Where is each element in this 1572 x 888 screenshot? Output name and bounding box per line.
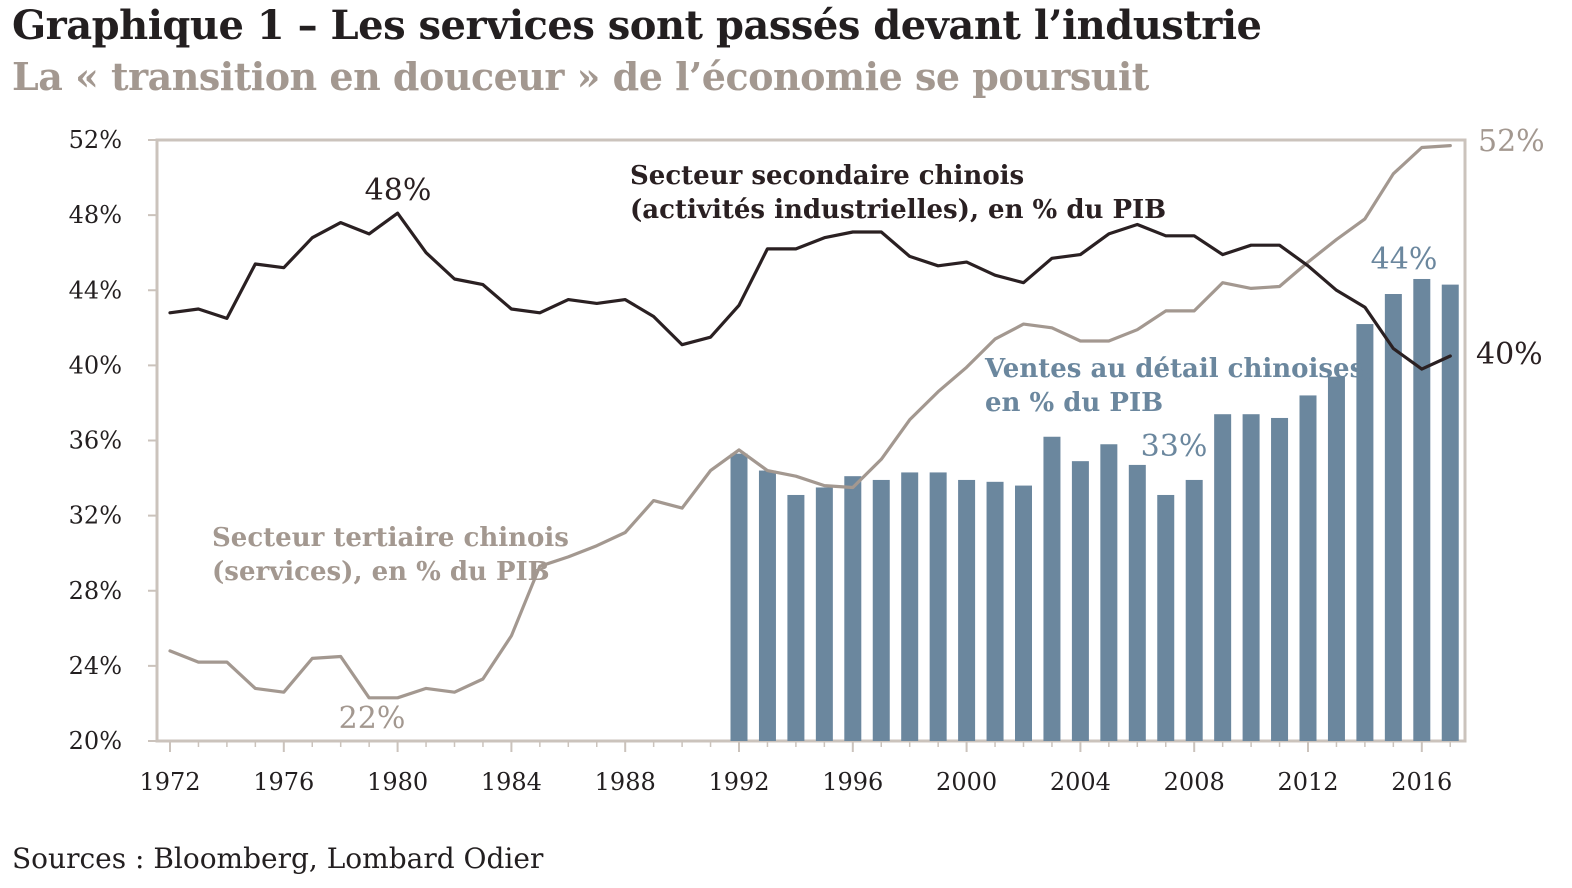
retail-bar: [1015, 485, 1032, 741]
retail-bar: [1043, 436, 1061, 741]
y-tick-label: 48%: [69, 201, 122, 229]
chart-subtitle: La « transition en douceur » de l’économ…: [12, 54, 1149, 99]
chart-title: Graphique 1 – Les services sont passés d…: [12, 2, 1262, 49]
retail-bar: [986, 481, 1004, 741]
value-label-ret_2016: 44%: [1371, 242, 1438, 277]
y-tick-label: 52%: [69, 126, 122, 154]
x-tick-label: 1988: [595, 768, 656, 796]
retail-bar: [1441, 284, 1459, 741]
y-tick-label: 36%: [69, 427, 122, 455]
retail-bar: [1185, 479, 1203, 741]
x-axis: 1972 1976 1980 1984 1988 1992 1996 2000 2004 2008…: [139, 741, 1452, 796]
retail-bar: [1242, 414, 1260, 741]
source-note: Sources : Bloomberg, Lombard Odier: [12, 842, 544, 875]
value-label-ter_end: 52%: [1478, 124, 1545, 159]
retail-bar: [1384, 294, 1402, 741]
x-tick-label: 2008: [1164, 768, 1225, 796]
y-tick-label: 32%: [69, 502, 122, 530]
y-tick-label: 28%: [69, 577, 122, 605]
retail-bar: [1100, 444, 1118, 741]
secondary-series-label: Secteur secondaire chinois (activités ind…: [630, 161, 1166, 225]
plot-frame: [155, 138, 1467, 743]
x-tick-label: 2012: [1277, 768, 1338, 796]
y-axis: 20% 24% 28% 32% 36% 40% 44% 48% 52%: [69, 126, 157, 755]
x-tick-label: 1980: [367, 768, 428, 796]
secondary-series-label-line: Secteur secondaire chinois: [630, 161, 1024, 191]
y-tick-label: 44%: [69, 276, 122, 304]
tertiary-series-label-line: (services), en % du PIB: [212, 557, 550, 587]
x-tick-label: 2000: [936, 768, 997, 796]
x-tick-label: 1996: [822, 768, 883, 796]
value-label-sec_end: 40%: [1476, 337, 1543, 372]
retail-series-label-line: en % du PIB: [985, 388, 1163, 418]
x-tick-label: 2016: [1391, 768, 1452, 796]
retail-bar: [787, 494, 805, 741]
x-tick-label: 1992: [708, 768, 769, 796]
tertiary-line: [168, 144, 1452, 700]
retail-bars: [730, 278, 1459, 741]
tertiary-series-label: Secteur tertiaire chinois (services), en …: [212, 523, 569, 587]
x-tick-label: 1972: [139, 768, 200, 796]
retail-bar: [901, 472, 919, 741]
retail-bar: [1413, 278, 1431, 741]
retail-bar: [872, 479, 890, 741]
retail-bar: [1157, 494, 1175, 741]
value-label-ter_low: 22%: [339, 701, 406, 736]
retail-bar: [730, 453, 748, 741]
retail-bar: [1071, 461, 1089, 741]
retail-bar: [758, 470, 776, 741]
secondary-line: [168, 211, 1452, 371]
x-tick-label: 2004: [1050, 768, 1111, 796]
value-label-ret_2007: 33%: [1141, 429, 1208, 464]
x-tick-label: 1976: [253, 768, 314, 796]
secondary-series-label-line: (activités industrielles), en % du PIB: [630, 195, 1166, 225]
retail-series-label-line: Ventes au détail chinoises,: [984, 354, 1373, 384]
retail-bar: [1271, 417, 1289, 741]
retail-bar: [929, 472, 947, 741]
retail-bar: [958, 479, 976, 741]
retail-bar: [1327, 376, 1345, 741]
tertiary-series-label-line: Secteur tertiaire chinois: [212, 523, 569, 553]
x-tick-label: 1984: [481, 768, 542, 796]
y-tick-label: 24%: [69, 652, 122, 680]
retail-bar: [1128, 464, 1146, 741]
retail-series-label: Ventes au détail chinoises, en % du PIB: [984, 354, 1373, 418]
retail-bar: [1299, 395, 1317, 741]
annotations: Secteur secondaire chinois (activités ind…: [212, 124, 1545, 736]
retail-bar: [1214, 414, 1232, 741]
value-label-sec_peak: 48%: [365, 173, 432, 208]
retail-bar: [844, 476, 862, 741]
lines-group: [168, 144, 1452, 700]
y-tick-label: 40%: [69, 351, 122, 379]
y-tick-label: 20%: [69, 727, 122, 755]
retail-bar: [815, 487, 833, 741]
retail-bar: [1356, 324, 1374, 741]
